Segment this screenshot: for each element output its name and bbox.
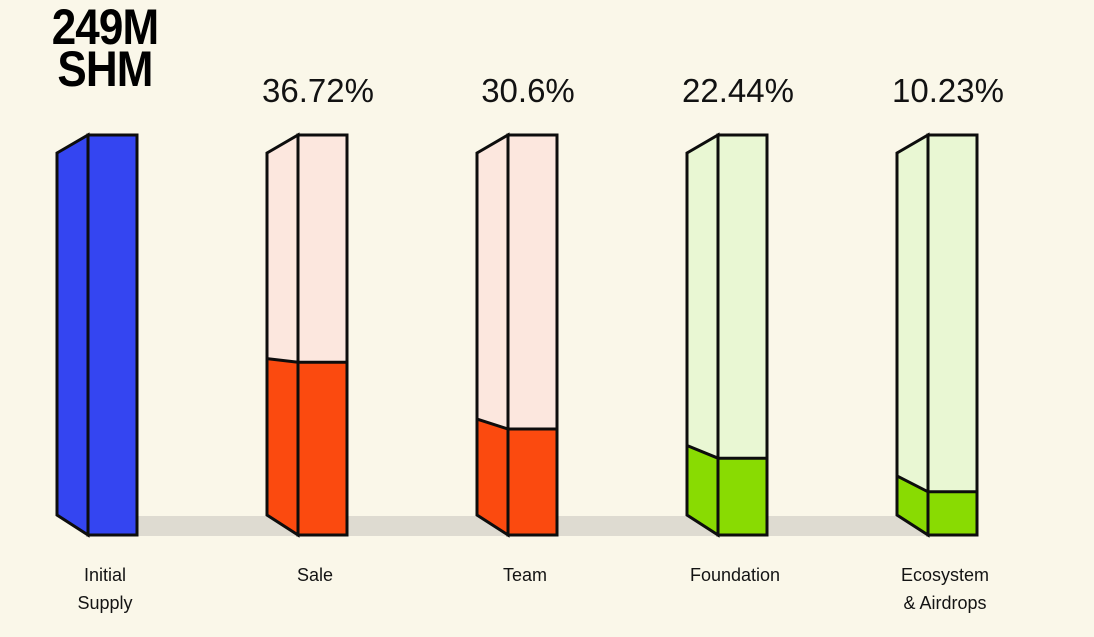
- bar-foundation-front-outline: [716, 133, 769, 537]
- category-label-team: Team: [435, 561, 615, 589]
- category-label-line: Foundation: [689, 565, 781, 585]
- bar-team-front-fill: [508, 429, 557, 535]
- percent-label-team: 30.6%: [481, 72, 575, 109]
- bar-ecosystem-airdrops-side-fill: [897, 475, 928, 535]
- bar-sale-front-outline: [296, 133, 349, 537]
- category-label-foundation: Foundation: [645, 561, 825, 589]
- bar-initial-supply-side-face: [57, 135, 88, 535]
- bar-ecosystem-airdrops-front-fill: [928, 491, 977, 535]
- category-label-ecosystem: Ecosystem & Airdrops: [855, 561, 1035, 617]
- total-supply-title: 249M SHM: [35, 0, 176, 97]
- bar-team-front-outline: [506, 133, 559, 537]
- bar-foundation-side-face: [687, 135, 718, 535]
- total-supply-ticker: SHM: [57, 41, 153, 97]
- category-label-initial-supply: Initial Supply: [15, 561, 195, 617]
- percent-label-sale: 36.72%: [262, 72, 374, 109]
- category-label-sale: Sale: [225, 561, 405, 589]
- percent-label-foundation: 22.44%: [682, 72, 794, 109]
- bar-ecosystem-airdrops-front-outline: [926, 133, 979, 537]
- category-label-line: Ecosystem: [900, 565, 990, 585]
- percent-label-ecosystem: 10.23%: [892, 72, 1004, 109]
- category-label-line: Sale: [296, 565, 334, 585]
- bar-initial-supply-front-face: [88, 135, 137, 535]
- category-label-line: Initial: [83, 565, 127, 585]
- bar-foundation-side-fill: [687, 445, 718, 535]
- bar-team-side-fill: [477, 419, 508, 535]
- bar-foundation-front-fill: [718, 458, 767, 535]
- bar-ecosystem-airdrops-front-face: [928, 135, 977, 535]
- bar-sale-front-fill: [298, 362, 347, 535]
- bar-sale-side-fill: [267, 358, 298, 535]
- bar-initial-supply-front-outline: [86, 133, 139, 537]
- category-label-line: & Airdrops: [903, 593, 987, 613]
- bar-ecosystem-airdrops-side-face: [897, 135, 928, 535]
- category-label-line: Team: [502, 565, 547, 585]
- category-label-line: Supply: [77, 593, 133, 613]
- total-supply-amount: 249M: [51, 0, 159, 55]
